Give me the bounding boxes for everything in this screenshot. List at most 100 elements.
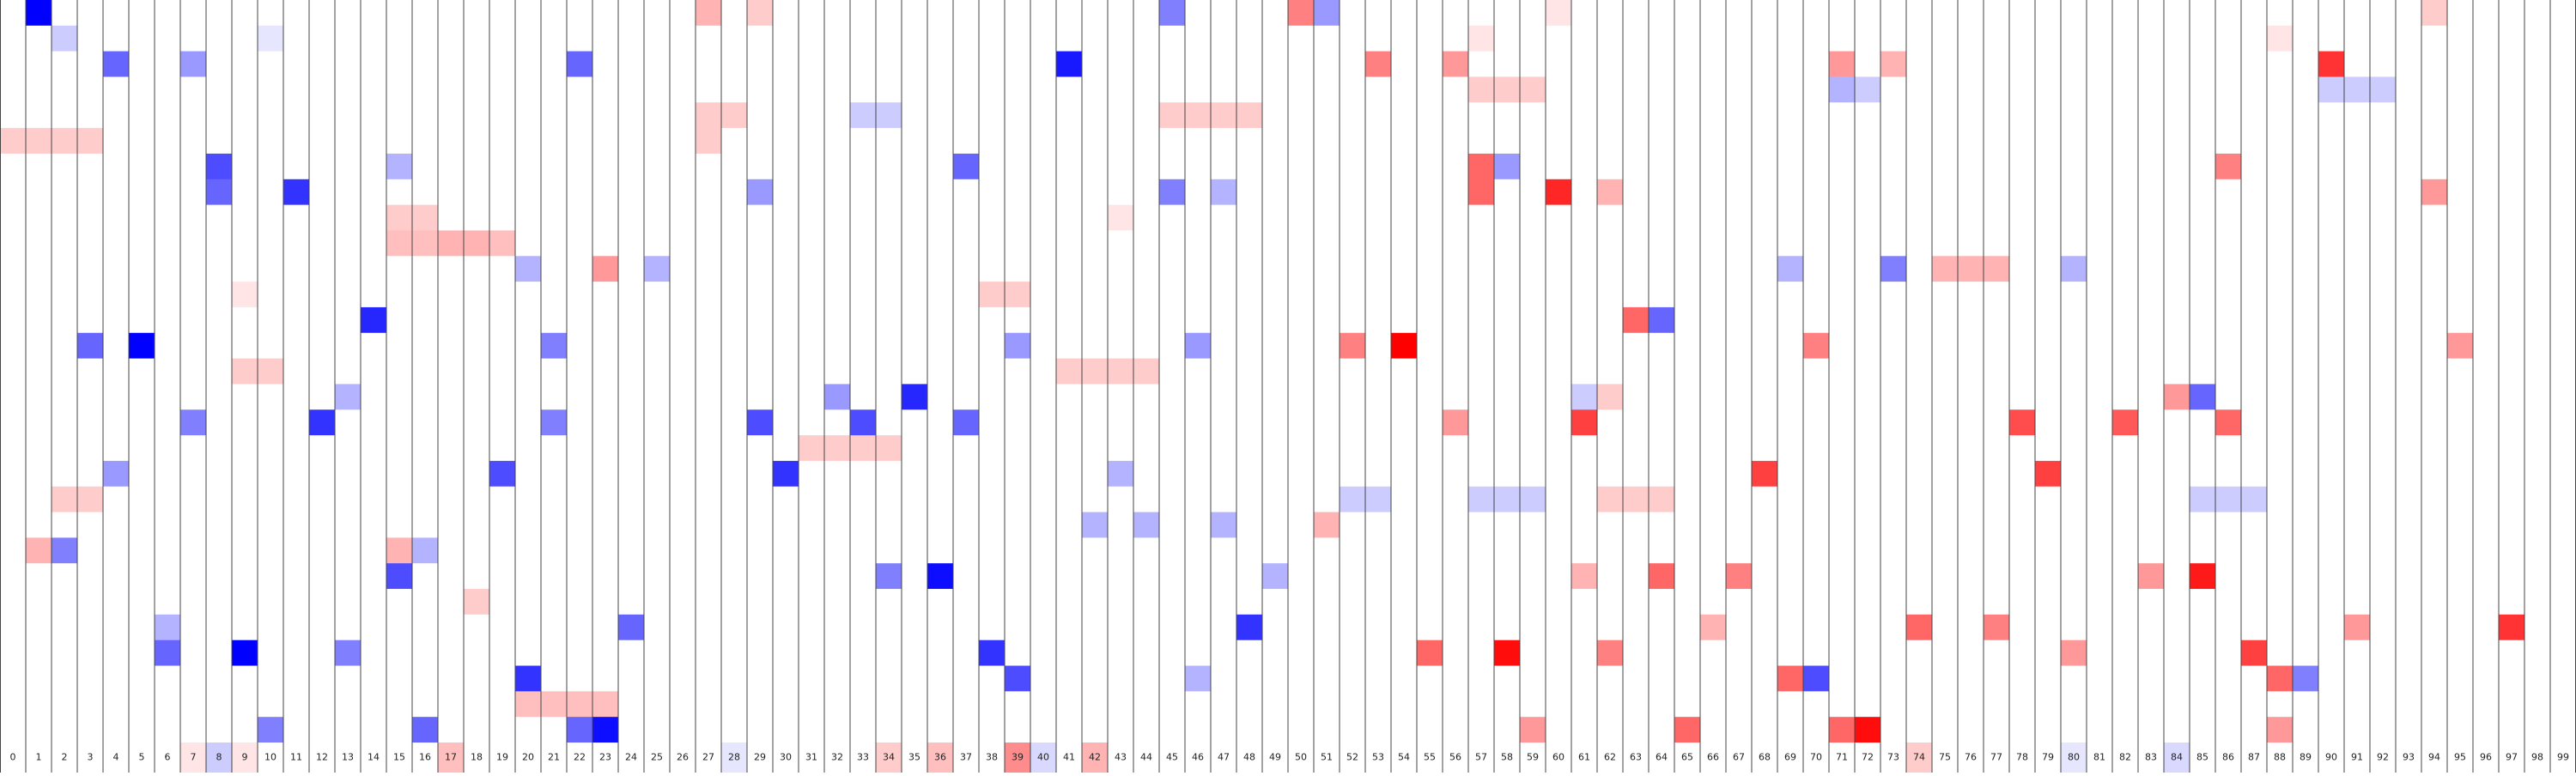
heat-cell xyxy=(52,230,78,257)
heat-cell xyxy=(309,102,336,129)
heat-cell xyxy=(26,256,52,282)
heat-cell xyxy=(2396,614,2422,641)
heat-cell xyxy=(1494,691,1521,718)
heat-cell xyxy=(155,0,181,27)
heat-cell xyxy=(2447,460,2474,488)
heat-cell xyxy=(876,76,902,103)
heat-cell xyxy=(747,204,774,231)
heat-cell xyxy=(129,384,155,410)
heat-cell xyxy=(2396,102,2422,129)
heat-cell xyxy=(979,256,1005,282)
heat-cell xyxy=(206,204,233,231)
heat-cell xyxy=(2241,179,2268,206)
heat-cell xyxy=(876,409,902,436)
heat-cell xyxy=(1365,204,1392,231)
heat-cell xyxy=(799,384,825,410)
heat-cell xyxy=(2550,102,2576,129)
heat-cell xyxy=(438,51,465,77)
heat-cell xyxy=(2112,256,2139,282)
heat-cell xyxy=(1159,512,1186,538)
heat-cell xyxy=(644,589,671,615)
heat-cell xyxy=(2550,76,2576,103)
heat-cell xyxy=(2524,358,2551,385)
heat-cell xyxy=(1314,102,1340,129)
heat-cell xyxy=(1649,640,1675,667)
heat-cell xyxy=(1159,306,1186,334)
heat-cell xyxy=(2087,102,2113,129)
heat-cell xyxy=(1391,153,1418,180)
heat-cell xyxy=(2293,204,2319,231)
column-label: 52 xyxy=(1346,752,1358,763)
heat-cell xyxy=(1958,537,1984,564)
heat-cell xyxy=(2061,537,2087,564)
column-label-bg xyxy=(1082,743,1108,773)
heat-cell xyxy=(1262,665,1289,692)
heat-cell xyxy=(953,153,980,180)
heat-cell xyxy=(1546,179,1572,206)
heat-cell xyxy=(670,665,696,692)
heat-cell xyxy=(1288,230,1315,257)
heat-cell xyxy=(979,204,1005,231)
heat-cell xyxy=(103,76,130,103)
heat-cell xyxy=(77,179,104,206)
heat-cell xyxy=(26,384,52,410)
heat-cell xyxy=(644,25,671,52)
heat-cell xyxy=(1932,332,1959,360)
heat-cell xyxy=(1855,640,1881,667)
heat-cell xyxy=(1906,102,1933,129)
heat-cell xyxy=(979,512,1005,538)
heat-cell xyxy=(567,51,593,77)
heat-cell xyxy=(1932,230,1959,257)
heat-cell xyxy=(541,256,568,282)
heat-cell xyxy=(1030,102,1057,129)
heat-cell xyxy=(361,614,387,641)
heat-cell xyxy=(1443,614,1469,641)
heat-cell xyxy=(1417,614,1443,641)
heat-cell xyxy=(258,306,284,334)
heat-cell xyxy=(1752,537,1778,564)
heat-cell xyxy=(1597,76,1624,103)
heat-cell xyxy=(773,409,799,436)
heat-cell xyxy=(2087,153,2113,180)
heat-cell xyxy=(1082,640,1109,667)
heat-cell xyxy=(1262,0,1289,27)
heat-cell xyxy=(258,102,284,129)
heat-cell xyxy=(1546,358,1572,385)
heat-cell xyxy=(1623,589,1649,615)
heat-cell xyxy=(670,51,696,77)
heat-cell xyxy=(1211,512,1237,538)
heat-cell xyxy=(1185,717,1212,743)
heat-cell xyxy=(232,153,258,180)
heat-cell xyxy=(567,25,593,52)
heat-cell xyxy=(2009,691,2036,718)
heat-cell xyxy=(1855,589,1881,615)
heat-cell xyxy=(1494,435,1521,462)
heat-cell xyxy=(1391,537,1418,564)
column-label: 89 xyxy=(2300,752,2312,763)
heat-cell xyxy=(464,614,490,641)
heat-cell xyxy=(1674,614,1701,641)
heat-cell xyxy=(309,691,336,718)
heat-cell xyxy=(618,102,645,129)
heat-cell xyxy=(1546,282,1572,308)
heat-cell xyxy=(386,230,413,257)
heat-cell xyxy=(489,563,516,590)
heat-cell xyxy=(1752,640,1778,667)
heat-cell xyxy=(2293,589,2319,615)
heat-cell xyxy=(2190,614,2216,641)
heat-cell xyxy=(696,179,722,206)
heat-cell xyxy=(618,230,645,257)
heat-cell xyxy=(2061,486,2087,513)
heat-cell xyxy=(1030,691,1057,718)
heat-cell xyxy=(386,306,413,334)
heat-cell xyxy=(721,665,748,692)
heat-cell xyxy=(2190,460,2216,488)
heat-cell xyxy=(2035,358,2062,385)
heat-cell xyxy=(721,306,748,334)
heat-cell xyxy=(1777,640,1804,667)
heat-cell xyxy=(2035,25,2062,52)
heat-cell xyxy=(2138,256,2165,282)
column-label-bg xyxy=(2267,743,2293,773)
heat-cell xyxy=(2241,256,2268,282)
heat-cell xyxy=(2241,409,2268,436)
